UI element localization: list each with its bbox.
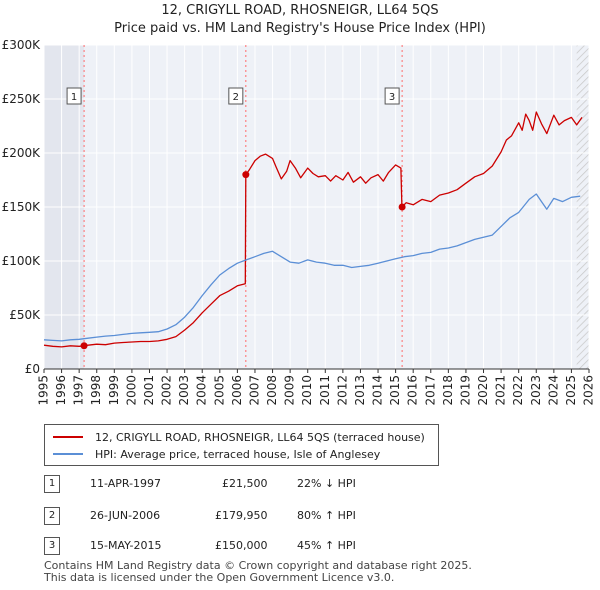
transaction-hpi: 22% ↓ HPI	[297, 477, 356, 490]
transaction-price: £179,950	[215, 509, 268, 522]
sale-point	[80, 342, 88, 350]
x-tick-label: 2024	[546, 375, 560, 406]
sale-label: 3	[389, 92, 395, 103]
legend-item-property: 12, CRIGYLL ROAD, RHOSNEIGR, LL64 5QS (t…	[53, 428, 425, 446]
x-tick-label: 2009	[283, 375, 297, 406]
transaction-row-2: 2 26-JUN-2006 £179,950 80% ↑ HPI	[0, 507, 600, 527]
sale-label: 1	[71, 92, 77, 103]
x-tick-label: 2006	[230, 375, 244, 406]
transaction-date: 11-APR-1997	[90, 477, 162, 490]
legend-hpi-label: HPI: Average price, terraced house, Isle…	[95, 447, 381, 461]
legend-red-line	[53, 436, 83, 438]
sale-label: 2	[233, 92, 239, 103]
x-tick-label: 1998	[89, 375, 103, 406]
x-tick-label: 2016	[406, 375, 420, 406]
x-tick-label: 2000	[124, 375, 138, 406]
x-tick-label: 2002	[160, 375, 174, 406]
x-tick-label: 2020	[476, 375, 490, 406]
chart-subtitle: Price paid vs. HM Land Registry's House …	[114, 21, 486, 36]
x-tick-label: 2021	[494, 375, 508, 406]
transaction-row-1: 1 11-APR-1997 £21,500 22% ↓ HPI	[0, 475, 600, 495]
x-tick-label: 2011	[318, 375, 332, 406]
x-tick-label: 2004	[195, 375, 209, 406]
y-tick-label: £100K	[2, 254, 42, 268]
x-tick-label: 2026	[582, 375, 596, 406]
chart-title: 12, CRIGYLL ROAD, RHOSNEIGR, LL64 5QS	[161, 3, 438, 18]
x-tick-label: 2007	[247, 375, 261, 406]
transaction-date: 15-MAY-2015	[90, 539, 162, 552]
x-tick-label: 2010	[300, 375, 314, 406]
x-tick-label: 2017	[423, 375, 437, 406]
x-tick-label: 2022	[511, 375, 525, 406]
legend-blue-line	[53, 453, 83, 455]
legend-property-label: 12, CRIGYLL ROAD, RHOSNEIGR, LL64 5QS (t…	[95, 430, 425, 444]
x-tick-label: 2014	[371, 375, 385, 406]
x-tick-label: 2008	[265, 375, 279, 406]
x-tick-label: 2015	[388, 375, 402, 406]
x-tick-label: 2018	[441, 375, 455, 406]
y-tick-label: £0	[25, 362, 40, 376]
sale-point	[242, 171, 250, 179]
property-price-line	[43, 111, 583, 348]
footer-copyright: Contains HM Land Registry data © Crown c…	[44, 559, 472, 572]
footer-license: This data is licensed under the Open Gov…	[44, 571, 395, 584]
y-tick-label: £150K	[2, 200, 42, 214]
transaction-row-3: 3 15-MAY-2015 £150,000 45% ↑ HPI	[0, 537, 600, 557]
x-tick-label: 2019	[458, 375, 472, 406]
y-tick-label: £250K	[2, 92, 42, 106]
sale-point	[398, 203, 406, 211]
x-tick-label: 2003	[177, 375, 191, 406]
x-tick-label: 2023	[529, 375, 543, 406]
sale-label-box	[66, 87, 82, 105]
transaction-date: 26-JUN-2006	[90, 509, 161, 522]
x-tick-label: 1995	[37, 375, 51, 406]
x-tick-label: 1997	[72, 375, 86, 406]
legend: 12, CRIGYLL ROAD, RHOSNEIGR, LL64 5QS (t…	[44, 424, 439, 466]
transaction-number: 1	[44, 475, 60, 493]
legend-item-hpi: HPI: Average price, terraced house, Isle…	[53, 445, 380, 463]
transaction-hpi: 80% ↑ HPI	[297, 509, 356, 522]
x-tick-label: 2012	[335, 375, 349, 406]
y-tick-label: £200K	[2, 146, 42, 160]
sale-label-box	[384, 87, 400, 105]
y-tick-label: £300K	[2, 38, 42, 52]
price-chart: 12, CRIGYLL ROAD, RHOSNEIGR, LL64 5QS Pr…	[2, 3, 596, 406]
y-tick-label: £50K	[9, 308, 41, 322]
hpi-line	[43, 193, 581, 342]
x-tick-label: 1999	[107, 375, 121, 406]
sale-label-box	[228, 87, 244, 105]
transaction-price: £21,500	[222, 477, 268, 490]
transaction-price: £150,000	[215, 539, 268, 552]
x-tick-label: 1996	[54, 375, 68, 406]
x-tick-label: 2001	[142, 375, 156, 406]
transaction-number: 3	[44, 537, 60, 555]
x-tick-label: 2005	[212, 375, 226, 406]
x-tick-label: 2025	[564, 375, 578, 406]
transaction-hpi: 45% ↑ HPI	[297, 539, 356, 552]
x-tick-label: 2013	[353, 375, 367, 406]
footer: Contains HM Land Registry data © Crown c…	[44, 560, 472, 584]
transaction-number: 2	[44, 507, 60, 525]
